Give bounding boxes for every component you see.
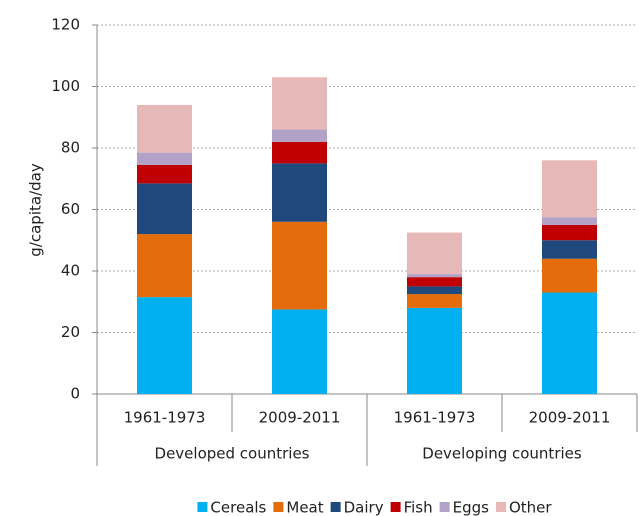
y-tick-label: 60 (61, 200, 80, 218)
bar-segment (407, 294, 462, 308)
bar-segment (542, 292, 597, 394)
legend-label: Other (509, 499, 552, 516)
y-tick-label: 100 (51, 77, 80, 95)
y-tick-label: 80 (61, 139, 80, 157)
bar-segment (137, 152, 192, 165)
group-label: Developing countries (422, 445, 582, 463)
y-axis-label: g/capita/day (27, 163, 45, 257)
legend-label: Dairy (344, 499, 384, 516)
bar-segment (272, 77, 327, 130)
y-tick-label: 120 (51, 16, 80, 34)
bar-segment (272, 221, 327, 310)
bar-segment (542, 224, 597, 241)
x-tick-label: 2009-2011 (529, 409, 611, 427)
x-tick-label: 2009-2011 (259, 409, 341, 427)
bar-segment (137, 104, 192, 153)
bar-segment (407, 286, 462, 295)
x-tick-label: 1961-1973 (394, 409, 476, 427)
legend-swatch (495, 502, 506, 512)
legend-swatch (330, 502, 341, 512)
bar-segment (272, 163, 327, 222)
bar-segment (542, 217, 597, 225)
bar-segment (407, 232, 462, 275)
legend-label: Eggs (453, 499, 490, 516)
bar-segment (137, 234, 192, 298)
bar-segment (407, 277, 462, 287)
bar-segment (272, 129, 327, 142)
bar-segment (272, 141, 327, 164)
y-tick-label: 20 (61, 323, 80, 341)
bar-segment (272, 309, 327, 394)
legend-label: Fish (404, 499, 433, 516)
legend-label: Cereals (210, 499, 266, 516)
y-tick-label: 40 (61, 262, 80, 280)
y-tick-label: 0 (70, 385, 80, 403)
legend-swatch (273, 502, 284, 512)
legend-swatch (197, 502, 208, 512)
bar-segment (137, 164, 192, 184)
bar-segment (407, 307, 462, 394)
legend-label: Meat (286, 499, 323, 516)
group-label: Developed countries (155, 445, 310, 463)
bar-segment (407, 274, 462, 278)
bar-segment (542, 258, 597, 293)
x-tick-label: 1961-1973 (124, 409, 206, 427)
bar-segment (542, 240, 597, 259)
bar-segment (137, 297, 192, 394)
bar-segment (137, 183, 192, 235)
legend-swatch (439, 502, 450, 512)
bar-segment (542, 160, 597, 218)
legend-swatch (390, 502, 401, 512)
